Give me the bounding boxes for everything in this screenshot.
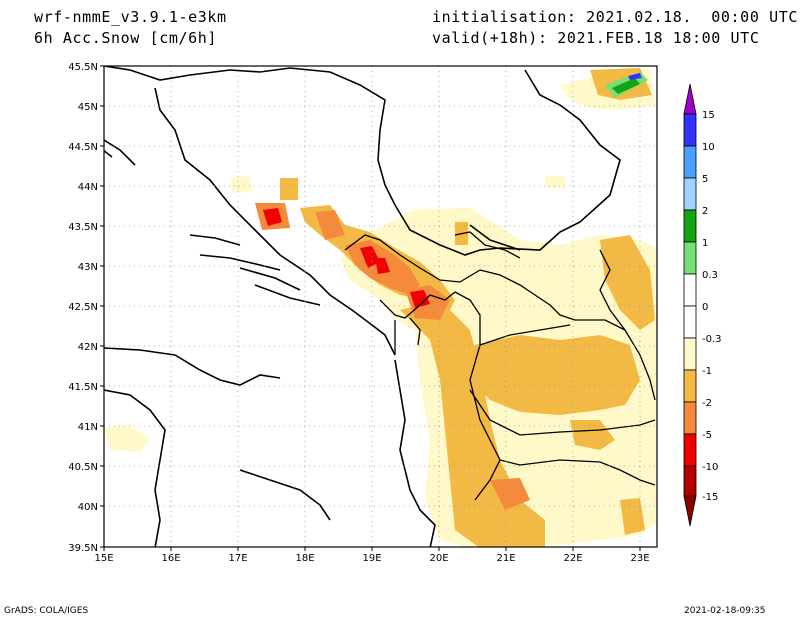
lat-label: 43.5N (68, 222, 98, 233)
lat-label: 41.5N (68, 382, 98, 393)
lat-label: 43N (78, 262, 98, 273)
variable-title: 6h Acc.Snow [cm/6h] (34, 29, 217, 47)
lat-label: 45.5N (68, 62, 98, 73)
colorbar-bin (683, 305, 697, 339)
national-borders (344, 231, 656, 501)
colorbar-label: -2 (702, 398, 712, 409)
colorbar-bin (683, 465, 697, 497)
tick-marks (100, 65, 641, 551)
colorbar-bottom-arrow (683, 495, 697, 527)
colorbar-label: -5 (702, 430, 712, 441)
colorbar-label: 2 (702, 206, 708, 217)
footer-credit: GrADS: COLA/IGES (4, 606, 89, 616)
lon-label: 22E (563, 553, 582, 564)
coastlines-borders (104, 66, 621, 547)
lon-label: 20E (429, 553, 448, 564)
colorbar-bin (683, 241, 697, 275)
colorbar-bin (683, 209, 697, 243)
colorbar-bin (683, 433, 697, 467)
colorbar-label: -0.3 (702, 334, 722, 345)
lat-label: 42.5N (68, 302, 98, 313)
model-title: wrf-nmmE_v3.9.1-e3km (34, 8, 227, 26)
colorbar-bin (683, 369, 697, 403)
colorbar-label: 1 (702, 238, 708, 249)
colorbar-label: 10 (702, 142, 715, 153)
lon-label: 23E (630, 553, 649, 564)
lat-labels: 45.5N 45N 44.5N 44N 43.5N 43N 42.5N 42N … (68, 62, 98, 554)
lat-label: 39.5N (68, 543, 98, 554)
colorbar-label: 0.3 (702, 270, 718, 281)
lat-label: 42N (78, 342, 98, 353)
colorbar-label: -15 (702, 492, 718, 503)
lat-label: 44N (78, 182, 98, 193)
lon-label: 21E (496, 553, 515, 564)
colorbar-bin (683, 337, 697, 371)
colorbar-bin (683, 145, 697, 179)
lon-label: 16E (161, 553, 180, 564)
colorbar-label: 0 (702, 302, 708, 313)
colorbar-label: 15 (702, 110, 715, 121)
colorbar-bin (683, 401, 697, 435)
lat-label: 40.5N (68, 462, 98, 473)
lon-labels: 15E 16E 17E 18E 19E 20E 21E 22E 23E (94, 553, 649, 564)
lat-label: 45N (78, 102, 98, 113)
lat-label: 44.5N (68, 142, 98, 153)
lon-label: 19E (362, 553, 381, 564)
lon-label: 15E (94, 553, 113, 564)
colorbar-label: 5 (702, 174, 708, 185)
valid-time: valid(+18h): 2021.FEB.18 18:00 UTC (432, 29, 760, 47)
snow-very-heavy (263, 208, 430, 308)
grid (104, 66, 657, 547)
colorbar (683, 83, 697, 527)
colorbar-bin (683, 177, 697, 211)
colorbar-bin (683, 113, 697, 147)
snow-field (104, 68, 657, 547)
footer-timestamp: 2021-02-18-09:35 (684, 606, 766, 616)
colorbar-label: -10 (702, 462, 718, 473)
lon-label: 17E (228, 553, 247, 564)
colorbar-top-arrow (683, 83, 697, 115)
snow-positive (605, 72, 648, 98)
lat-label: 40N (78, 502, 98, 513)
lat-label: 41N (78, 422, 98, 433)
colorbar-label: -1 (702, 366, 712, 377)
colorbar-labels: 15 10 5 2 1 0.3 0 -0.3 -1 -2 -5 -10 -15 (702, 110, 722, 503)
colorbar-bin (683, 273, 697, 307)
lon-label: 18E (295, 553, 314, 564)
init-time: initialisation: 2021.02.18. 00:00 UTC (432, 8, 798, 26)
